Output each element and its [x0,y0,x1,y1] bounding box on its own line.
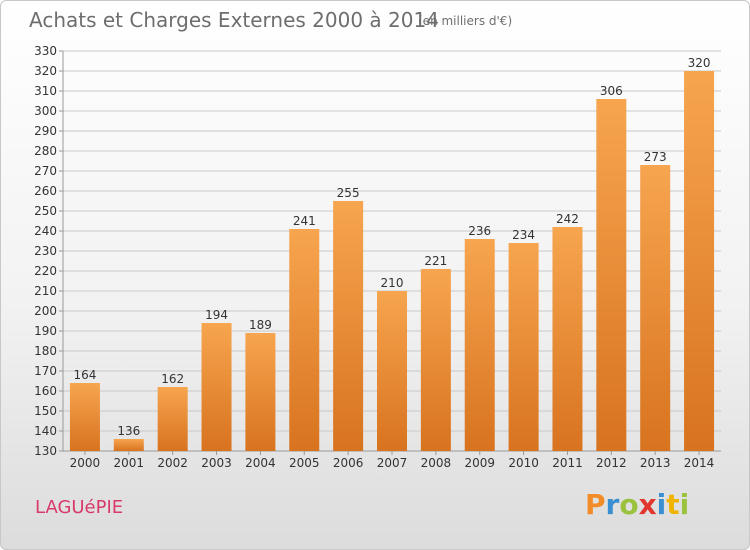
y-tick-label: 220 [34,264,57,278]
y-tick-label: 270 [34,164,57,178]
logo-letter: i [679,488,690,521]
y-tick-label: 180 [34,344,57,358]
x-axis-ticks: 2000 2001 2002 2003 2004 2005 2006 2007 2008 2009… [70,451,715,470]
logo-letter: t [666,488,680,521]
logo-letter: r [605,488,620,521]
logo-letter: i [656,488,667,521]
data-label-2013: 273 [644,150,667,164]
y-tick-label: 130 [34,444,57,458]
data-label-2012: 306 [600,84,623,98]
data-label-2008: 221 [424,254,447,268]
bar-2002 [157,387,188,451]
logo-letter: x [638,488,657,521]
y-tick-label: 280 [34,144,57,158]
bar-2007 [377,291,407,451]
bar-2011 [552,227,583,451]
data-label-2001: 136 [117,424,140,438]
y-tick-label: 150 [34,404,57,418]
x-tick-label-2013: 2013 [640,456,671,470]
y-tick-label: 160 [34,384,57,398]
x-tick-label-2002: 2002 [157,456,188,470]
y-tick-label: 170 [34,364,57,378]
y-tick-label: 260 [34,184,57,198]
logo-letter: P [585,488,606,521]
bars [69,71,715,451]
y-tick-label: 290 [34,124,57,138]
data-label-2014: 320 [688,56,711,70]
bar-2005 [289,229,320,451]
bar-2003 [201,323,232,451]
bar-2012 [596,99,627,451]
bar-2010 [508,243,539,451]
x-tick-label-2012: 2012 [596,456,627,470]
data-label-2005: 241 [293,214,316,228]
x-tick-label-2014: 2014 [684,456,715,470]
y-tick-label: 230 [34,244,57,258]
y-tick-label: 200 [34,304,57,318]
logo-letter: o [619,488,639,521]
y-tick-label: 300 [34,104,57,118]
bar-2001 [113,439,144,451]
bar-2000 [69,383,100,451]
data-label-2009: 236 [468,224,491,238]
data-labels: 164 136 162 194 189 241 255 210 221 236 234 242 306 2… [73,56,710,438]
bar-2014 [684,71,715,451]
x-tick-label-2009: 2009 [464,456,495,470]
x-tick-label-2000: 2000 [70,456,101,470]
y-tick-label: 240 [34,224,57,238]
x-tick-label-2006: 2006 [333,456,364,470]
chart-title: Achats et Charges Externes 2000 à 2014 [29,8,439,32]
data-label-2007: 210 [381,276,404,290]
x-tick-label-2011: 2011 [552,456,583,470]
y-tick-label: 320 [34,64,57,78]
town-name: LAGUéPIE [35,497,124,518]
bar-2013 [640,165,671,451]
bar-2004 [245,333,276,451]
data-label-2004: 189 [249,318,272,332]
x-tick-label-2010: 2010 [508,456,539,470]
x-tick-label-2004: 2004 [245,456,276,470]
data-label-2010: 234 [512,228,535,242]
x-tick-label-2008: 2008 [421,456,452,470]
x-tick-label-2003: 2003 [201,456,232,470]
y-tick-label: 140 [34,424,57,438]
y-tick-label: 310 [34,84,57,98]
x-tick-label-2001: 2001 [114,456,145,470]
chart-subtitle: (en milliers d'€) [418,14,513,28]
data-label-2011: 242 [556,212,579,226]
x-tick-label-2007: 2007 [377,456,408,470]
y-tick-label: 330 [34,44,57,58]
y-tick-label: 190 [34,324,57,338]
x-tick-label-2005: 2005 [289,456,320,470]
y-tick-label: 250 [34,204,57,218]
bar-2008 [420,269,451,451]
data-label-2006: 255 [337,186,360,200]
bar-2006 [333,201,364,451]
y-tick-label: 210 [34,284,57,298]
data-label-2002: 162 [161,372,184,386]
data-label-2003: 194 [205,308,228,322]
data-label-2000: 164 [73,368,96,382]
bar-2009 [464,239,495,451]
